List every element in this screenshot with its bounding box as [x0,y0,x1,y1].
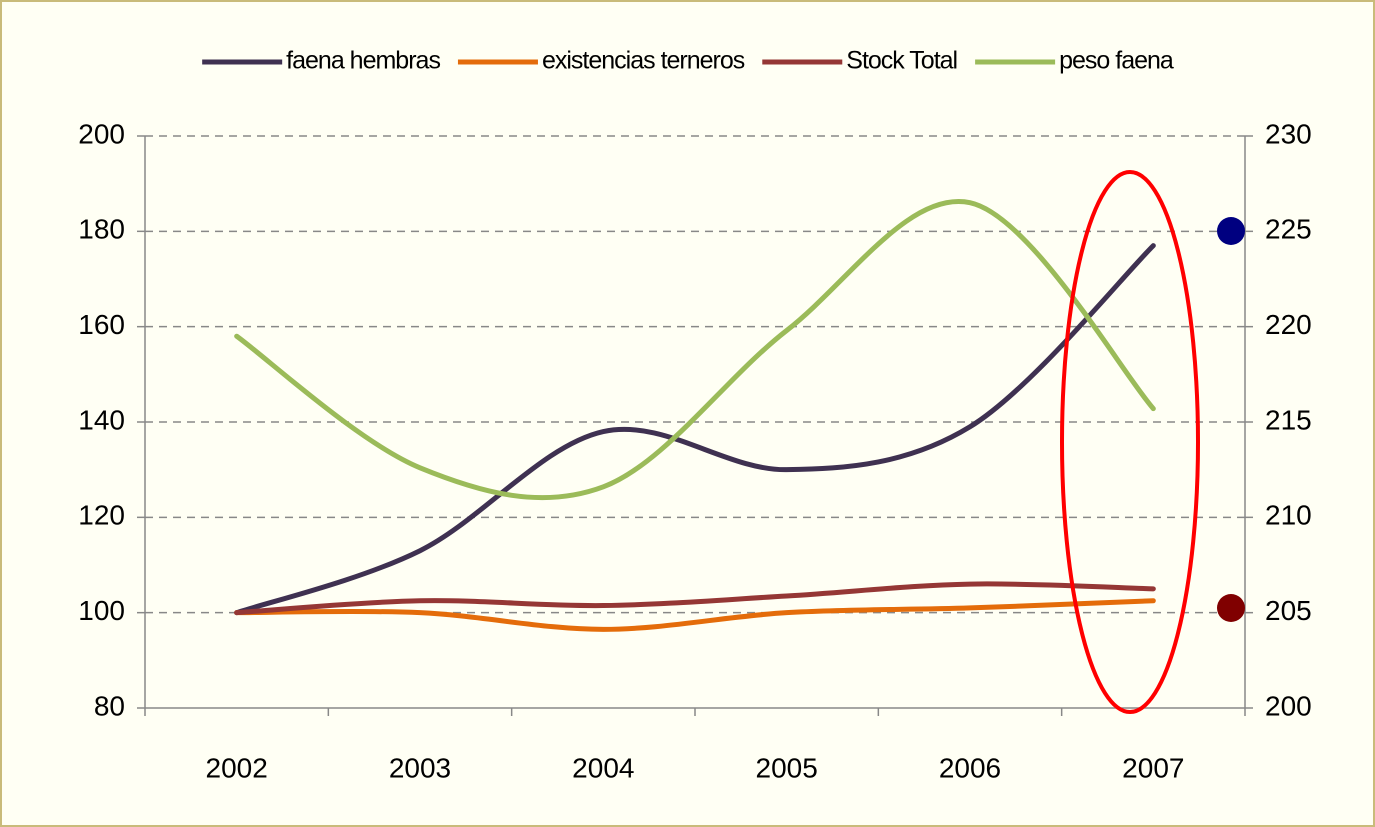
legend-item: peso faena [975,47,1175,75]
y-tick-label: 100 [78,595,125,626]
lines [234,199,1156,632]
legend-item: existencias terneros [457,47,746,75]
legend-label: peso faena [1059,47,1174,75]
y2-tick-label: 225 [1265,214,1312,245]
grid: 80 100 120 140 160 180 200 200 205 210 215 220 225 23… [78,118,1311,783]
legend-label: existencias terneros [542,47,745,75]
legend-item: faena hembras [202,47,441,75]
legend-label: faena hembras [286,47,440,75]
x-tick-label: 2005 [756,752,818,783]
y-tick-label: 120 [78,500,125,531]
y2-tick-label: 210 [1265,500,1312,531]
y2-tick-label: 215 [1265,404,1312,435]
y-tick-label: 200 [78,118,125,149]
x-tick-label: 2007 [1122,752,1184,783]
x-tick-label: 2003 [389,752,451,783]
series-line [234,243,1156,616]
y-tick-label: 180 [78,214,125,245]
highlight-ellipse [1060,170,1200,714]
x-tick-label: 2006 [939,752,1001,783]
y2-tick-label: 230 [1265,118,1312,149]
series-line [234,598,1156,632]
legend: faena hembras existencias terneros Stock T… [202,47,1175,75]
x-tick-label: 2004 [572,752,634,783]
y2-tick-label: 205 [1265,595,1312,626]
legend-item: Stock Total [762,47,958,75]
y-tick-label: 160 [78,309,125,340]
x-tick-label: 2002 [206,752,268,783]
legend-label: Stock Total [846,47,957,75]
y-tick-label: 140 [78,404,125,435]
y2-tick-label: 200 [1265,690,1312,721]
series-line [234,581,1156,616]
marker-dot [1217,594,1245,622]
marker-dot [1217,217,1245,245]
y-tick-label: 80 [94,690,125,721]
y2-tick-label: 220 [1265,309,1312,340]
series-line [234,199,1156,501]
